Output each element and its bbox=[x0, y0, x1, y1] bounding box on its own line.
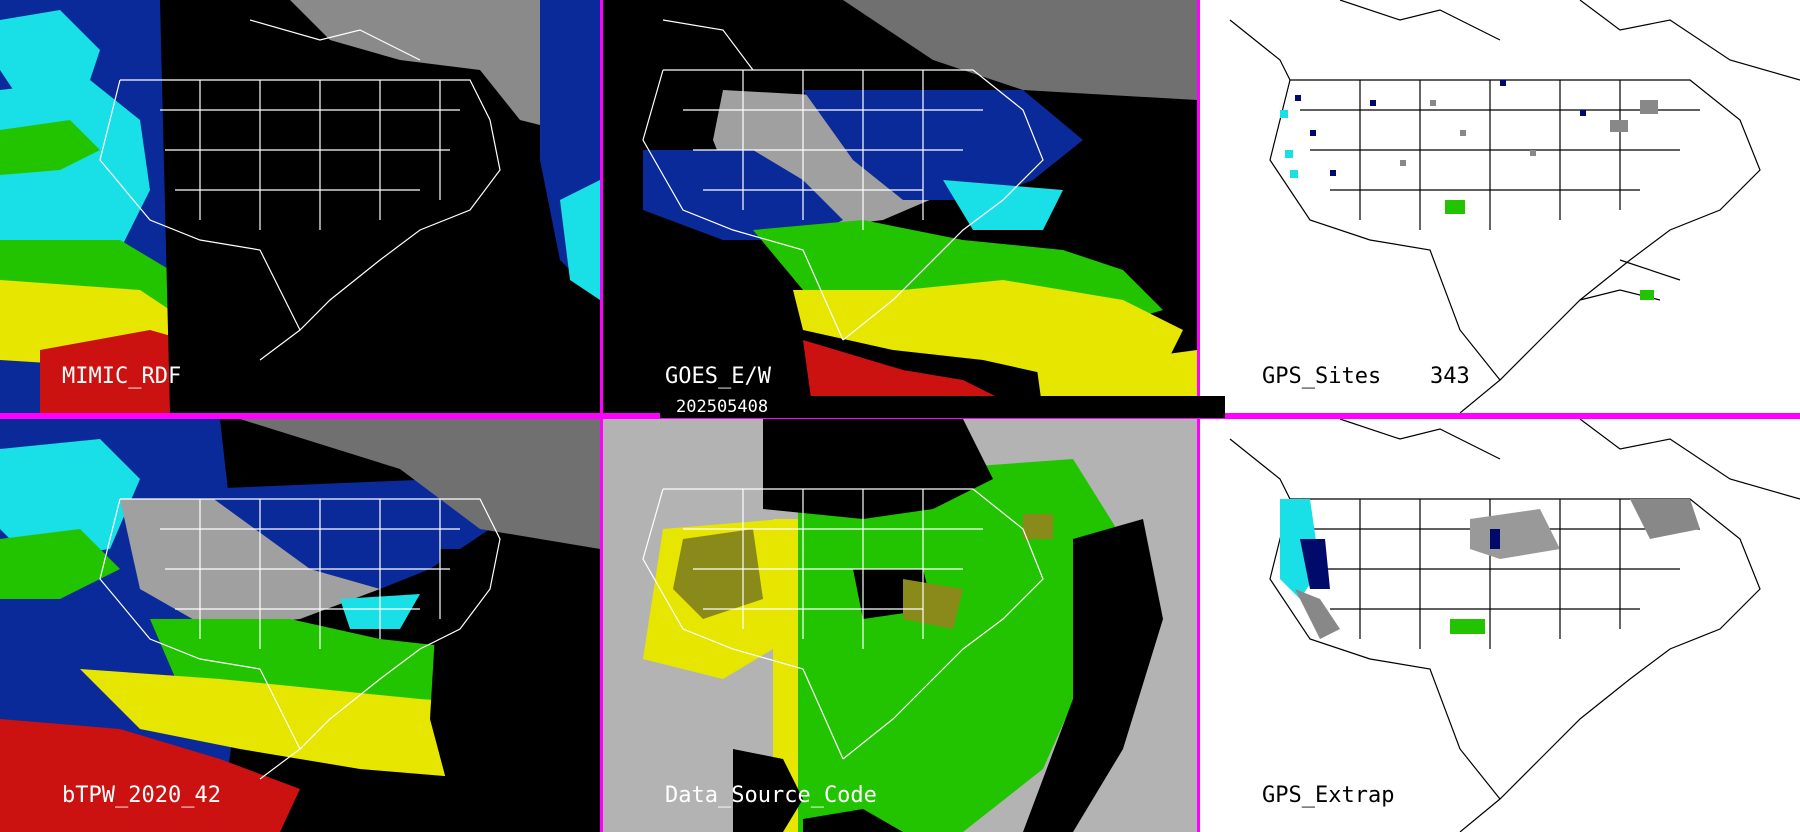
gps-sites-map bbox=[1229, 0, 1800, 413]
panel-gps-extrap: GPS_Extrap bbox=[1200, 419, 1800, 832]
panel-data-source: Data_Source_Code bbox=[603, 419, 1197, 832]
panel-mimic-rdf: MIMIC_RDF bbox=[0, 0, 600, 413]
timestamp-label: 202505408 bbox=[660, 396, 1225, 418]
gps-extrap-map bbox=[1229, 419, 1800, 832]
divider-vertical-left bbox=[600, 0, 603, 832]
panel-label: Data_Source_Code bbox=[665, 783, 877, 808]
goes-map bbox=[603, 0, 1197, 413]
mimic-rdf-map bbox=[0, 0, 600, 413]
panel-label: GPS_Sites bbox=[1262, 364, 1382, 389]
panel-label: bTPW_2020_42 bbox=[62, 783, 221, 808]
panel-btpw: bTPW_2020_42 bbox=[0, 419, 600, 832]
btpw-map bbox=[0, 419, 600, 832]
gps-site-count: 343 bbox=[1430, 364, 1470, 389]
panel-label: GPS_Extrap bbox=[1262, 783, 1395, 808]
panel-gps-sites: GPS_Sites 343 bbox=[1200, 0, 1800, 413]
panel-label: GOES_E/W bbox=[665, 364, 771, 389]
panel-label: MIMIC_RDF bbox=[62, 364, 182, 389]
data-source-map bbox=[603, 419, 1197, 832]
panel-goes: GOES_E/W bbox=[603, 0, 1197, 413]
